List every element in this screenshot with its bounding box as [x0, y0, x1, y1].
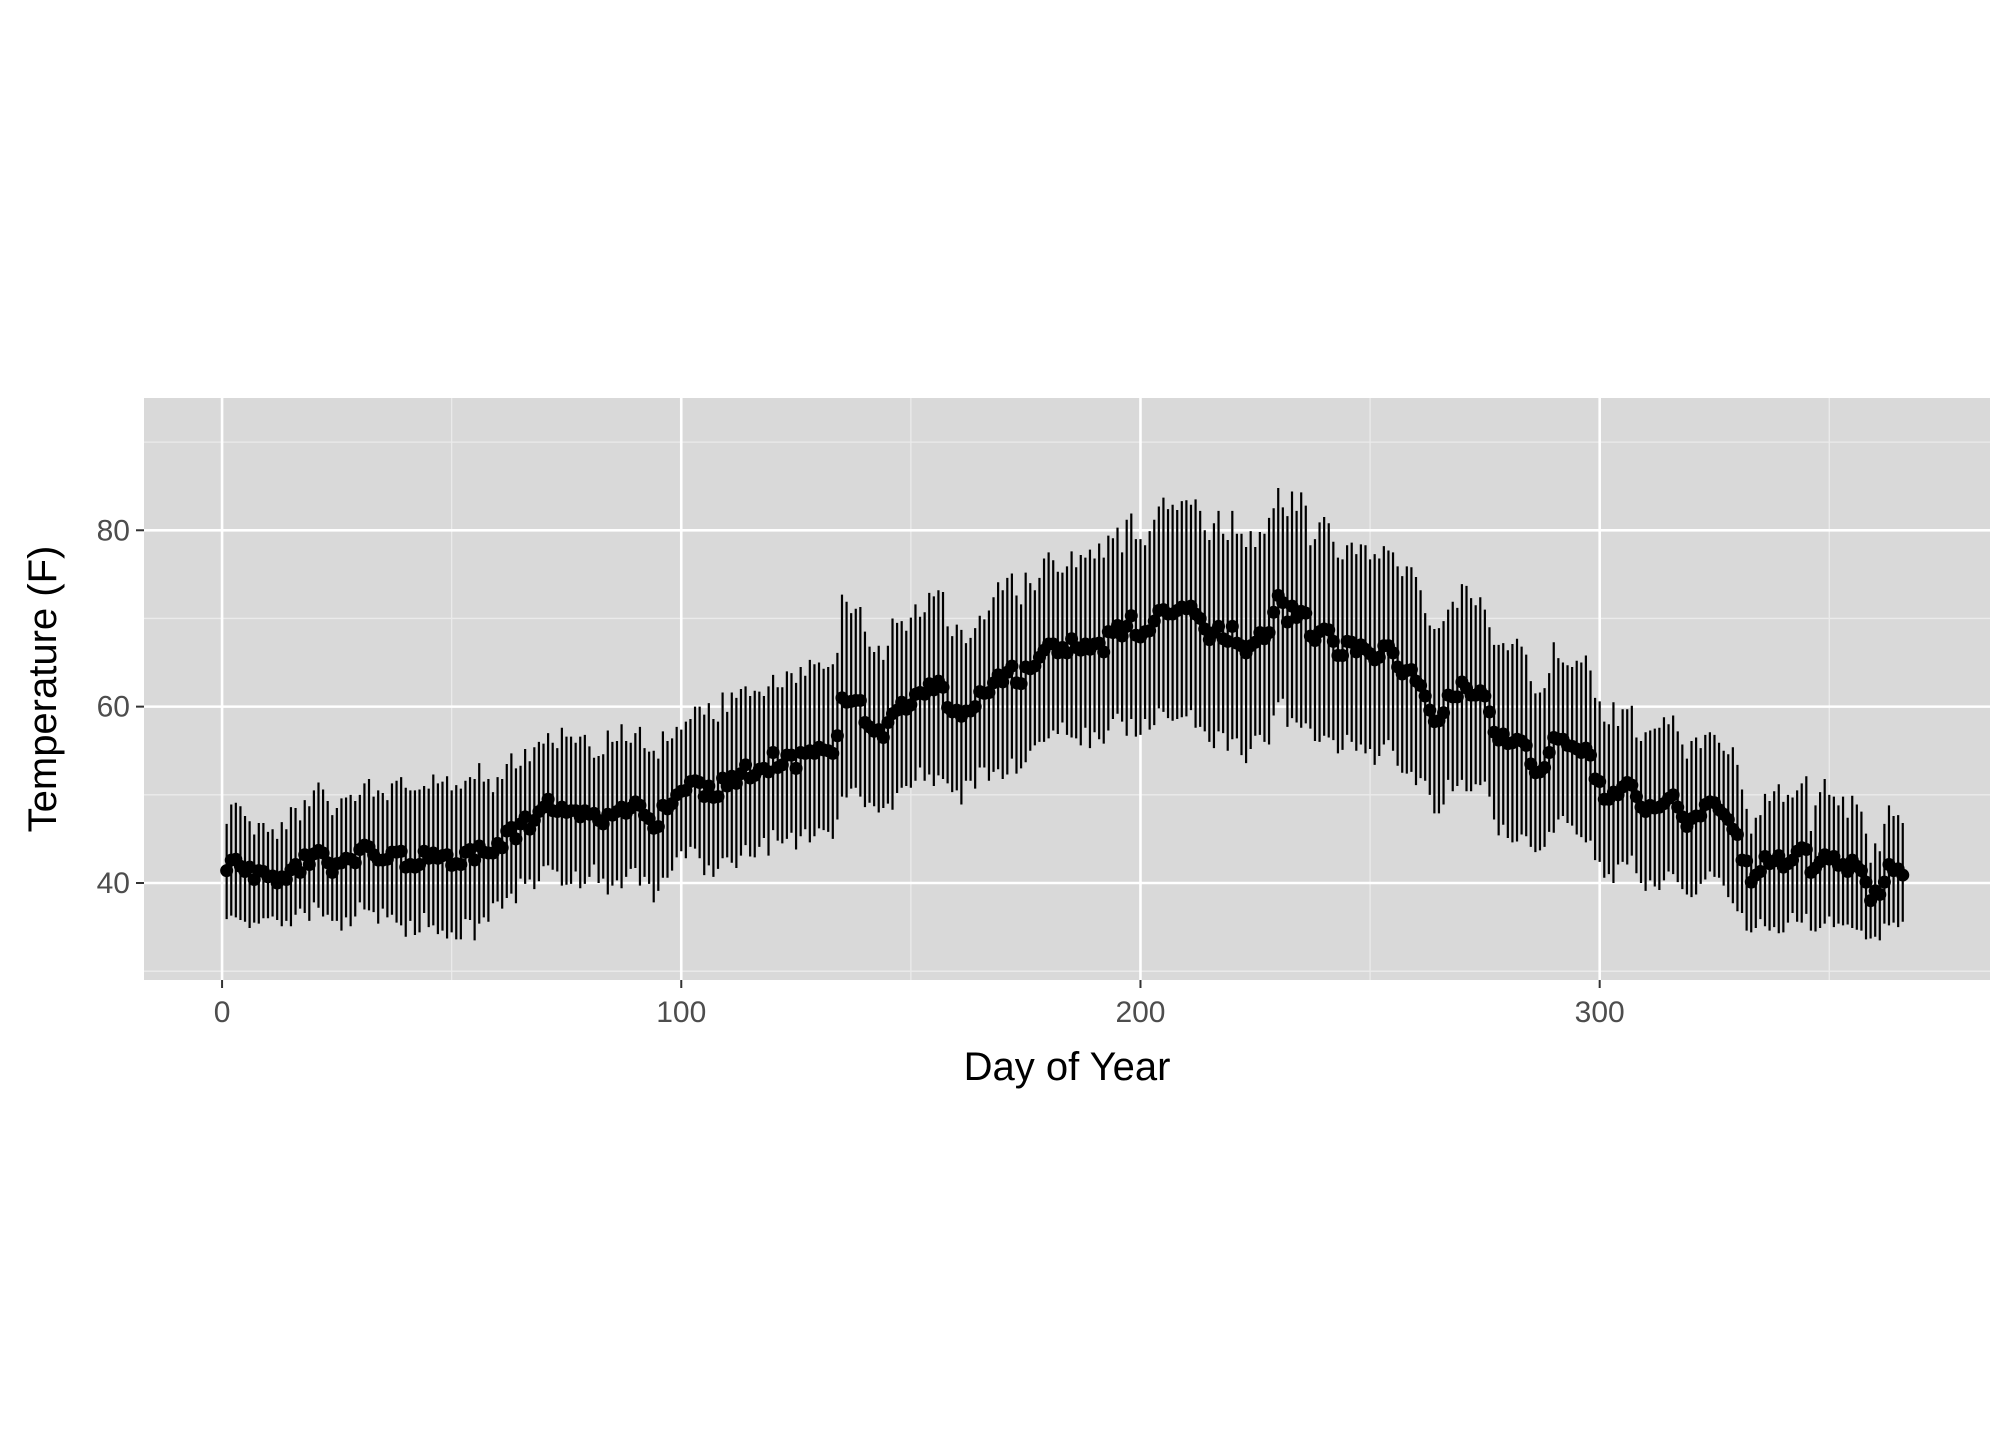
mean-point — [1896, 868, 1910, 882]
errorbar-series — [220, 487, 1910, 941]
mean-point — [1671, 800, 1685, 814]
mean-point — [509, 832, 523, 846]
mean-point — [1437, 706, 1451, 720]
mean-point — [729, 776, 743, 790]
mean-point — [651, 820, 665, 834]
mean-point — [1386, 646, 1400, 660]
mean-point — [1740, 854, 1754, 868]
mean-point — [468, 853, 482, 867]
mean-point — [1193, 611, 1207, 625]
mean-point — [982, 686, 996, 700]
mean-point — [1538, 760, 1552, 774]
mean-point — [541, 792, 555, 806]
mean-point — [826, 746, 840, 760]
mean-point — [1262, 626, 1276, 640]
mean-point — [1005, 659, 1019, 673]
mean-point — [1450, 690, 1464, 704]
mean-point — [1147, 614, 1161, 628]
mean-point — [1721, 813, 1735, 827]
mean-point — [1124, 609, 1138, 623]
mean-point — [1120, 619, 1134, 633]
y-tick-label: 40 — [97, 867, 130, 900]
mean-point — [302, 857, 316, 871]
mean-point — [1583, 748, 1597, 762]
mean-point — [739, 758, 753, 772]
y-tick-label: 60 — [97, 691, 130, 724]
mean-point — [1854, 864, 1868, 878]
mean-point — [1519, 738, 1533, 752]
mean-point — [642, 812, 656, 826]
mean-point — [1115, 629, 1129, 643]
mean-point — [1629, 790, 1643, 804]
y-axis-title: Temperature (F) — [21, 546, 65, 833]
mean-point — [1372, 650, 1386, 664]
mean-point — [1299, 606, 1313, 620]
mean-point — [1496, 727, 1510, 741]
mean-point — [348, 856, 362, 870]
mean-point — [1730, 828, 1744, 841]
mean-point — [454, 857, 468, 871]
mean-point — [853, 693, 867, 707]
mean-point — [1593, 775, 1607, 789]
x-tick-label: 200 — [1115, 996, 1165, 1029]
x-axis-title: Day of Year — [964, 1045, 1171, 1089]
mean-point — [1694, 809, 1708, 823]
mean-point — [1097, 645, 1111, 659]
x-tick-label: 100 — [656, 996, 706, 1029]
mean-point — [413, 857, 427, 871]
mean-point — [495, 841, 509, 855]
mean-point — [1542, 745, 1556, 759]
x-tick-label: 0 — [214, 996, 231, 1029]
mean-point — [711, 790, 725, 804]
mean-point — [1625, 778, 1639, 792]
mean-point — [996, 675, 1010, 689]
mean-point — [1414, 678, 1428, 692]
mean-point — [1212, 619, 1226, 633]
mean-point — [830, 729, 844, 743]
mean-point — [904, 698, 918, 712]
mean-point — [316, 846, 330, 860]
mean-point — [394, 844, 408, 858]
mean-point — [440, 848, 454, 862]
mean-point — [1666, 788, 1680, 802]
mean-point — [766, 745, 780, 759]
mean-point — [702, 779, 716, 793]
mean-point — [1478, 689, 1492, 703]
x-tick-label: 300 — [1575, 996, 1625, 1029]
axis-ticks — [136, 529, 1601, 988]
mean-point — [1799, 842, 1813, 856]
mean-point — [1143, 624, 1157, 638]
mean-point — [279, 872, 293, 886]
mean-point — [1753, 865, 1767, 879]
mean-point — [936, 680, 950, 694]
mean-point — [1877, 875, 1891, 889]
mean-point — [1772, 849, 1786, 863]
mean-point — [1225, 619, 1239, 633]
mean-point — [1404, 663, 1418, 677]
mean-point — [596, 817, 610, 831]
mean-point — [1418, 689, 1432, 703]
mean-point — [1423, 703, 1437, 717]
mean-point — [876, 731, 890, 744]
mean-point — [1859, 875, 1873, 889]
mean-point — [968, 700, 982, 714]
mean-point — [1014, 677, 1028, 691]
mean-point — [789, 761, 803, 775]
mean-point — [1482, 705, 1496, 719]
mean-point — [1873, 887, 1887, 901]
mean-point — [1864, 894, 1878, 908]
mean-point — [775, 758, 789, 772]
mean-point — [1267, 605, 1281, 619]
mean-point — [1322, 623, 1336, 637]
mean-point — [1326, 634, 1340, 648]
y-tick-label: 80 — [97, 514, 130, 547]
mean-point — [1336, 648, 1350, 662]
mean-point — [220, 864, 234, 878]
mean-point — [633, 798, 647, 812]
mean-point — [293, 865, 307, 879]
tick-labels: 0 100 200 300 40 60 80 — [97, 514, 1625, 1029]
